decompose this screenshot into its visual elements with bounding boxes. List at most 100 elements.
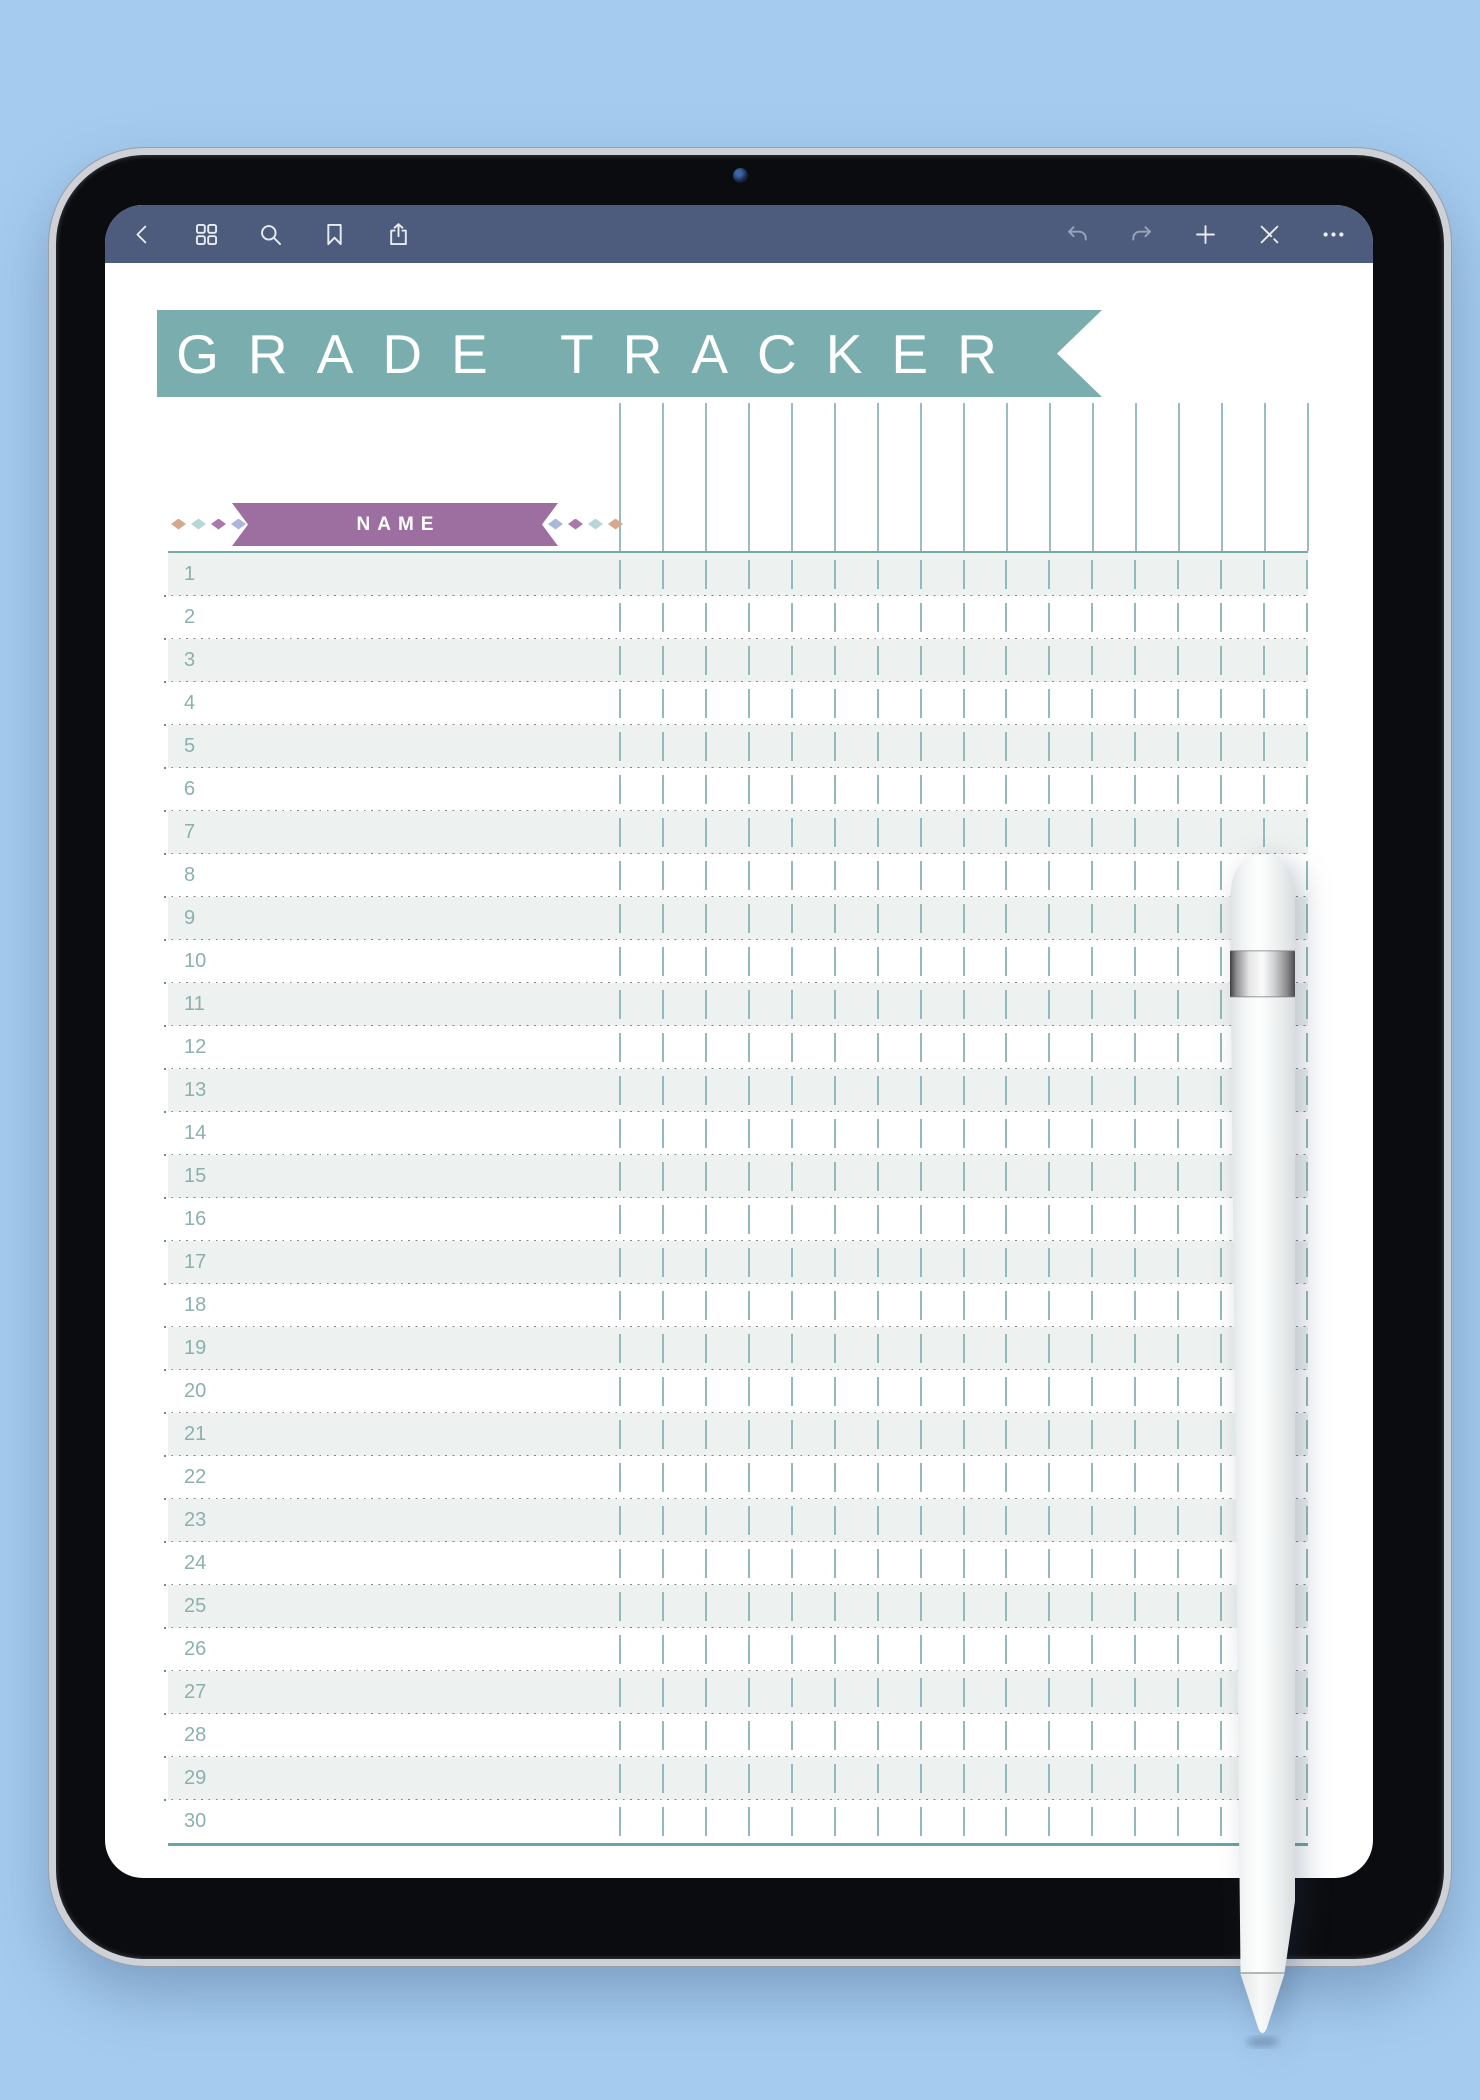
table-row[interactable]: 5 [164, 725, 1308, 769]
header-grid-line [834, 403, 836, 551]
table-row[interactable]: 10 [164, 940, 1308, 984]
grid-dash [790, 1420, 793, 1449]
share-icon[interactable] [385, 221, 412, 248]
grid-dash [1220, 1248, 1223, 1277]
back-icon[interactable] [129, 221, 156, 248]
grid-dash [1177, 1463, 1180, 1492]
grid-dash [919, 560, 922, 589]
grid-dash [876, 1420, 879, 1449]
table-row[interactable]: 24 [164, 1542, 1308, 1586]
more-icon[interactable] [1320, 221, 1347, 248]
table-row[interactable]: 2 [164, 596, 1308, 640]
grid-dash [1177, 646, 1180, 675]
table-bottom-line [168, 1843, 1308, 1846]
table-row[interactable]: 23 [164, 1499, 1308, 1543]
grid-dash [790, 1205, 793, 1234]
grid-dash [704, 1119, 707, 1148]
grid-dash [1048, 818, 1051, 847]
redo-icon[interactable] [1128, 221, 1155, 248]
table-rows: 1 2 3 4 5 6 7 8 9 10 11 12 13 14 15 16 17 18 19 20 21 22 23 24 2… [164, 553, 1308, 1843]
table-row[interactable]: 12 [164, 1026, 1308, 1070]
grid-dash [919, 775, 922, 804]
grid-dash [962, 861, 965, 890]
grid-dash [619, 904, 621, 933]
grid-dash [747, 947, 750, 976]
grid-dash [747, 1248, 750, 1277]
grid-dash [962, 646, 965, 675]
table-row[interactable]: 1 [164, 553, 1308, 597]
name-banner: NAME [232, 503, 558, 546]
grid-dash [962, 775, 965, 804]
table-row[interactable]: 21 [164, 1413, 1308, 1457]
table-row[interactable]: 18 [164, 1284, 1308, 1328]
grid-dash [661, 1506, 664, 1535]
table-row[interactable]: 9 [164, 897, 1308, 941]
table-row[interactable]: 19 [164, 1327, 1308, 1371]
pen-cross-icon[interactable] [1256, 221, 1283, 248]
table-row[interactable]: 30 [168, 1800, 1308, 1843]
table-row[interactable]: 25 [164, 1585, 1308, 1629]
table-row[interactable]: 8 [164, 854, 1308, 898]
table-row[interactable]: 22 [164, 1456, 1308, 1500]
search-icon[interactable] [257, 221, 284, 248]
table-row[interactable]: 14 [164, 1112, 1308, 1156]
table-row[interactable]: 26 [164, 1628, 1308, 1672]
grid-dash [619, 1291, 621, 1320]
grid-dash [1177, 1506, 1180, 1535]
grid-dash [1177, 560, 1180, 589]
header-grid-line [1135, 403, 1137, 551]
grid-dash [619, 1033, 621, 1062]
grid-dash [876, 818, 879, 847]
grid-dash [1005, 1463, 1008, 1492]
grid-dash [962, 1549, 965, 1578]
grid-dash [833, 990, 836, 1019]
grid-dash [619, 560, 621, 589]
table-row[interactable]: 6 [164, 768, 1308, 812]
grid-dash [1005, 1506, 1008, 1535]
grid-dash [919, 1807, 922, 1836]
grid-dash [619, 1162, 621, 1191]
grid-dash [1048, 1635, 1051, 1664]
grid-dash [919, 1291, 922, 1320]
grid-dash [747, 1291, 750, 1320]
undo-icon[interactable] [1064, 221, 1091, 248]
table-row[interactable]: 7 [164, 811, 1308, 855]
grid-dash [747, 818, 750, 847]
grid-dash [1005, 1119, 1008, 1148]
table-row[interactable]: 27 [164, 1671, 1308, 1715]
grid-dash [619, 947, 621, 976]
grid-dash [1306, 1721, 1308, 1750]
grid-dash [1005, 1635, 1008, 1664]
grid-dash [704, 1377, 707, 1406]
table-row[interactable]: 13 [164, 1069, 1308, 1113]
name-banner-label: NAME [356, 513, 441, 535]
table-row[interactable]: 17 [164, 1241, 1308, 1285]
table-row[interactable]: 28 [164, 1714, 1308, 1758]
table-row[interactable]: 15 [164, 1155, 1308, 1199]
grid-dash [1220, 1807, 1223, 1836]
grid-dash [1177, 1033, 1180, 1062]
grid-dash [747, 904, 750, 933]
grid-dash [1048, 560, 1051, 589]
grid-dash [1091, 990, 1094, 1019]
grid-dash [1220, 904, 1223, 933]
table-row[interactable]: 3 [164, 639, 1308, 683]
grid-dash [1048, 990, 1051, 1019]
grid-dash [833, 861, 836, 890]
bookmark-icon[interactable] [321, 221, 348, 248]
table-row[interactable]: 4 [164, 682, 1308, 726]
add-icon[interactable] [1192, 221, 1219, 248]
table-row[interactable]: 29 [164, 1757, 1308, 1801]
grid-dash [790, 1721, 793, 1750]
table-row[interactable]: 11 [164, 983, 1308, 1027]
table-row[interactable]: 16 [164, 1198, 1308, 1242]
grid-icon[interactable] [193, 221, 220, 248]
grid-dash [747, 1033, 750, 1062]
grid-dash [833, 1463, 836, 1492]
table-row[interactable]: 20 [164, 1370, 1308, 1414]
grid-dash [790, 1162, 793, 1191]
front-camera [733, 168, 748, 183]
grid-dash [1134, 990, 1137, 1019]
grid-dash [876, 1721, 879, 1750]
grid-dash [919, 689, 922, 718]
